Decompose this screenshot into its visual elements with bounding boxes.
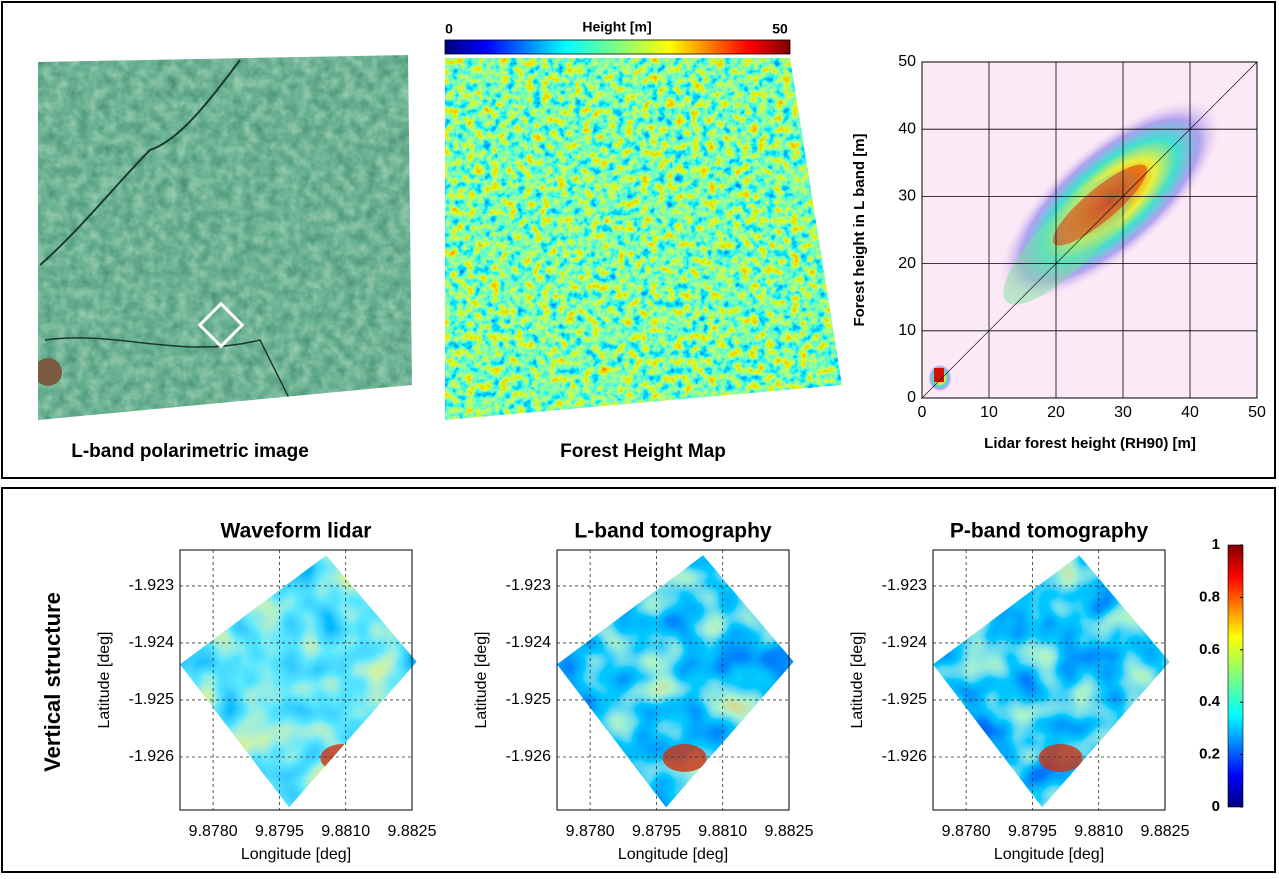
y-axis-label: Latitude [deg] (96, 632, 113, 729)
x-tick-label: 0 (918, 404, 927, 421)
y-tick-label: -1.925 (882, 691, 927, 708)
y-tick-label: -1.926 (129, 748, 174, 765)
x-tick-label: 9.8780 (189, 823, 238, 840)
colorbar-title: Height [m] (582, 19, 651, 35)
panel-title: P-band tomography (950, 520, 1149, 543)
colorbar-tick-label: 50 (772, 21, 788, 37)
height-map (445, 58, 842, 420)
y-tick-label: 0 (907, 389, 916, 406)
caption: Forest Height Map (560, 441, 726, 462)
x-tick-label: 20 (1047, 404, 1065, 421)
x-axis-label: Longitude [deg] (241, 846, 351, 863)
density (1052, 164, 1148, 246)
sar-image (38, 55, 412, 420)
x-tick-label: 10 (980, 404, 998, 421)
x-tick-label: 50 (1248, 404, 1266, 421)
colorbar-tick-label: 0.4 (1199, 693, 1221, 710)
y-tick-label: 10 (898, 322, 916, 339)
y-tick-label: -1.923 (129, 577, 174, 594)
x-tick-label: 9.8795 (1008, 823, 1057, 840)
height-colorbar (444, 39, 791, 55)
y-tick-label: -1.924 (882, 634, 927, 651)
x-tick-label: 9.8825 (388, 823, 437, 840)
y-tick-label: 20 (898, 255, 916, 272)
x-tick-label: 9.8810 (698, 823, 747, 840)
heatmap-hotspot (662, 744, 707, 772)
plot-frame (932, 549, 1166, 811)
y-tick-label: -1.924 (506, 634, 551, 651)
x-tick-label: 9.8825 (765, 823, 814, 840)
x-tick-label: 40 (1181, 404, 1199, 421)
region-marker (197, 301, 245, 349)
x-tick-label: 9.8780 (942, 823, 991, 840)
y-axis-label: Latitude [deg] (473, 632, 490, 729)
colorbar (1227, 544, 1244, 808)
colorbar-tick-label: 0 (1212, 798, 1220, 815)
density (934, 368, 944, 382)
y-tick-label: 40 (898, 120, 916, 137)
x-axis-label: Longitude [deg] (618, 846, 728, 863)
plot-frame (179, 549, 413, 811)
panel-title: Waveform lidar (221, 520, 372, 543)
y-tick-label: -1.926 (882, 748, 927, 765)
identity-line (921, 61, 1258, 399)
y-tick-label: -1.926 (506, 748, 551, 765)
x-tick-label: 30 (1114, 404, 1132, 421)
plot-frame (556, 549, 790, 811)
x-tick-label: 9.8780 (566, 823, 615, 840)
x-axis-label: Lidar forest height (RH90) [m] (984, 435, 1196, 452)
colorbar-tick-label: 0.2 (1199, 746, 1220, 763)
y-tick-label: -1.923 (506, 577, 551, 594)
y-tick-label: -1.925 (129, 691, 174, 708)
x-tick-label: 9.8795 (632, 823, 681, 840)
x-tick-label: 9.8810 (321, 823, 370, 840)
y-tick-label: 30 (898, 188, 916, 205)
bottom-frame (1, 487, 1276, 873)
y-tick-label: -1.924 (129, 634, 174, 651)
colorbar-tick-label: 1 (1212, 536, 1220, 553)
y-tick-label: -1.925 (506, 691, 551, 708)
x-axis-label: Longitude [deg] (994, 846, 1104, 863)
colorbar-tick-label: 0.6 (1199, 641, 1220, 658)
plot-frame (921, 61, 1258, 399)
y-tick-label: -1.923 (882, 577, 927, 594)
heatmap-hotspot (1038, 744, 1083, 772)
y-tick-label: 50 (898, 53, 916, 70)
panel-title: L-band tomography (574, 520, 771, 543)
x-tick-label: 9.8795 (255, 823, 304, 840)
row-label: Vertical structure (40, 592, 65, 772)
y-axis-label: Forest height in L band [m] (851, 133, 868, 326)
y-axis-label: Latitude [deg] (849, 632, 866, 729)
top-frame (1, 1, 1276, 479)
caption: L-band polarimetric image (71, 441, 309, 462)
x-tick-label: 9.8810 (1074, 823, 1123, 840)
x-tick-label: 9.8825 (1141, 823, 1190, 840)
colorbar-tick-label: 0 (445, 21, 453, 37)
colorbar-tick-label: 0.8 (1199, 588, 1220, 605)
